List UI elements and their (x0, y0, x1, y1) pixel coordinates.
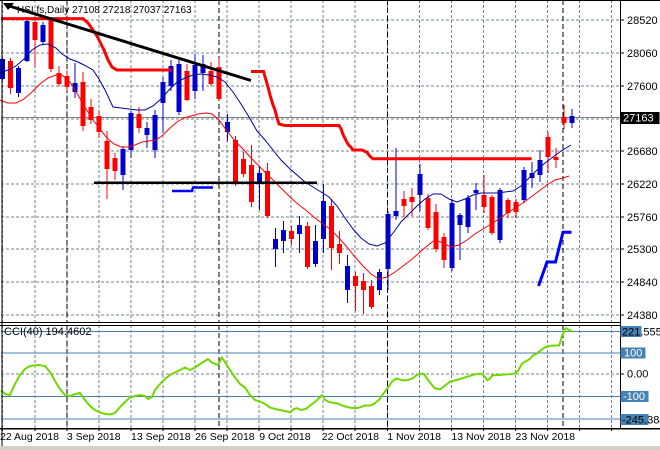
svg-text:1 Nov 2018: 1 Nov 2018 (387, 431, 441, 443)
svg-text:22 Oct 2018: 22 Oct 2018 (322, 431, 379, 443)
svg-text:28060: 28060 (627, 48, 658, 60)
svg-text:-245.384: -245.384 (622, 415, 660, 427)
svg-text:13 Sep 2018: 13 Sep 2018 (131, 431, 191, 443)
svg-text:25760: 25760 (627, 212, 658, 224)
svg-text:22 Aug 2018: 22 Aug 2018 (0, 431, 59, 443)
svg-text:221.5552: 221.5552 (622, 327, 660, 339)
svg-text:3 Sep 2018: 3 Sep 2018 (67, 431, 121, 443)
svg-text:27163: 27163 (623, 113, 654, 125)
svg-text:26680: 26680 (627, 146, 658, 158)
svg-text:23 Nov 2018: 23 Nov 2018 (516, 431, 576, 443)
svg-text:28520: 28520 (627, 15, 658, 27)
svg-text:HSI.fs,Daily 27108 27218 2703: HSI.fs,Daily 27108 27218 27037 27163 (17, 5, 192, 16)
svg-text:24840: 24840 (627, 277, 658, 289)
svg-text:25300: 25300 (627, 244, 658, 256)
svg-text:-100: -100 (623, 391, 645, 403)
svg-text:CCI(40) 194.4602: CCI(40) 194.4602 (4, 326, 91, 338)
svg-text:26 Sep 2018: 26 Sep 2018 (195, 431, 255, 443)
svg-text:13 Nov 2018: 13 Nov 2018 (451, 431, 511, 443)
svg-text:0.00: 0.00 (627, 369, 648, 381)
svg-text:100: 100 (624, 348, 642, 360)
svg-text:27600: 27600 (627, 81, 658, 93)
svg-text:9 Oct 2018: 9 Oct 2018 (259, 431, 311, 443)
svg-text:26220: 26220 (627, 179, 658, 191)
svg-text:24380: 24380 (627, 310, 658, 322)
